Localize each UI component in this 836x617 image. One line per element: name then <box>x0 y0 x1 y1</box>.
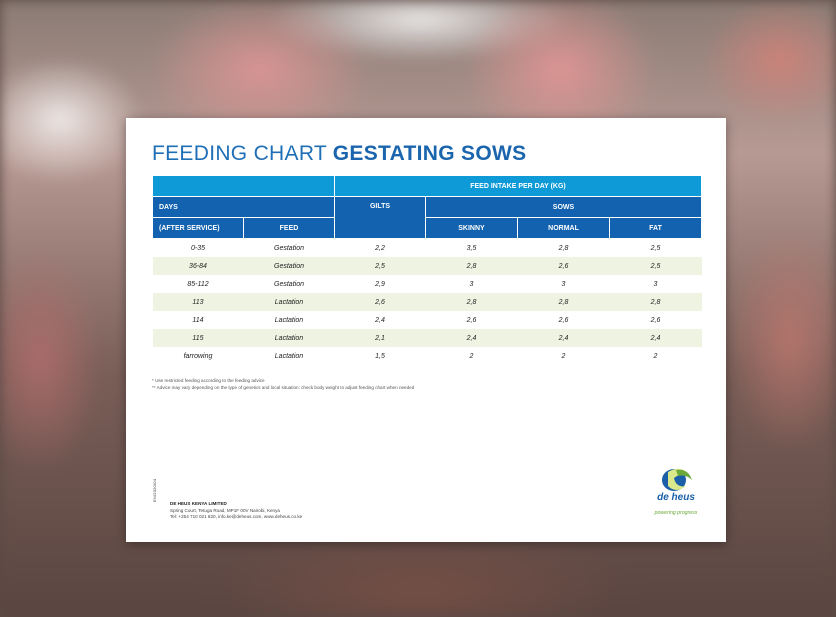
table-row: 115 Lactation 2,1 2,4 2,4 2,4 <box>152 329 702 347</box>
cell-skinny: 2,8 <box>425 257 518 275</box>
cell-feed: Gestation <box>243 275 335 293</box>
cell-feed: Lactation <box>243 293 335 311</box>
cell-days: 0-35 <box>152 238 244 257</box>
cell-feed: Gestation <box>243 238 335 257</box>
feeding-chart-sheet: FEEDING CHART GESTATING SOWS FEED INTAKE… <box>126 118 726 542</box>
company-contact: Tel: +254 710 021 820, info.ke@deheus.co… <box>170 514 303 519</box>
header-fat: FAT <box>609 217 702 239</box>
header-feed-intake: FEED INTAKE PER DAY (KG) <box>334 175 702 197</box>
table-row: 114 Lactation 2,4 2,6 2,6 2,6 <box>152 311 702 329</box>
cell-days: 113 <box>152 293 244 311</box>
cell-normal: 2 <box>517 347 610 365</box>
cell-days: 36-84 <box>152 257 244 275</box>
table-row: 36-84 Gestation 2,5 2,8 2,6 2,5 <box>152 257 702 275</box>
cell-normal: 2,6 <box>517 311 610 329</box>
cell-gilts: 2,2 <box>334 238 426 257</box>
cell-fat: 3 <box>609 275 702 293</box>
cell-gilts: 1,5 <box>334 347 426 365</box>
cell-fat: 2,6 <box>609 311 702 329</box>
feeding-table: FEED INTAKE PER DAY (KG) DAYS GILTS SOWS… <box>152 175 702 365</box>
cell-skinny: 3 <box>425 275 518 293</box>
cell-days: farrowing <box>152 347 244 365</box>
cell-fat: 2,4 <box>609 329 702 347</box>
cell-skinny: 2,6 <box>425 311 518 329</box>
table-row: 85-112 Gestation 2,9 3 3 3 <box>152 275 702 293</box>
footnote: * Use restricted feeding according to th… <box>152 378 265 383</box>
cell-skinny: 2,4 <box>425 329 518 347</box>
header-sows: SOWS <box>425 196 702 218</box>
cell-fat: 2,5 <box>609 257 702 275</box>
cell-gilts: 2,9 <box>334 275 426 293</box>
cell-normal: 2,8 <box>517 293 610 311</box>
cell-fat: 2,5 <box>609 238 702 257</box>
cell-fat: 2 <box>609 347 702 365</box>
cell-gilts: 2,1 <box>334 329 426 347</box>
cell-skinny: 2 <box>425 347 518 365</box>
header-blank <box>152 175 335 197</box>
logo-tagline: powering progress <box>654 510 698 516</box>
cell-gilts: 2,4 <box>334 311 426 329</box>
page-title: FEEDING CHART GESTATING SOWS <box>152 142 526 166</box>
logo-emblem-icon <box>662 468 692 491</box>
cell-feed: Gestation <box>243 257 335 275</box>
header-skinny: SKINNY <box>425 217 518 239</box>
header-gilts: GILTS <box>334 196 426 239</box>
cell-days: 114 <box>152 311 244 329</box>
header-normal: NORMAL <box>517 217 610 239</box>
cell-skinny: 2,8 <box>425 293 518 311</box>
cell-normal: 2,4 <box>517 329 610 347</box>
table-row: farrowing Lactation 1,5 2 2 2 <box>152 347 702 365</box>
title-bold: GESTATING SOWS <box>332 142 527 165</box>
header-days: DAYS <box>152 196 335 218</box>
title-regular: FEEDING CHART <box>152 142 333 165</box>
cell-fat: 2,8 <box>609 293 702 311</box>
de-heus-logo: de heus powering progress <box>646 466 706 522</box>
cell-skinny: 3,5 <box>425 238 518 257</box>
company-address: Spring Court, Tetuga Road, MP1F 00V Nair… <box>170 507 280 513</box>
table-row: 113 Lactation 2,6 2,8 2,8 2,8 <box>152 293 702 311</box>
footnote: ** Advice may vary depending on the type… <box>152 384 415 390</box>
cell-normal: 2,8 <box>517 238 610 257</box>
table-row: 0-35 Gestation 2,2 3,5 2,8 2,5 <box>152 238 702 257</box>
header-after-service: (AFTER SERVICE) <box>152 217 244 239</box>
cell-days: 85-112 <box>152 275 244 293</box>
cell-normal: 2,6 <box>517 257 610 275</box>
document-code: EN/2020/04 <box>152 478 157 502</box>
company-info: DE HEUS KENYA LIMITED Spring Court, Tetu… <box>170 501 302 521</box>
cell-feed: Lactation <box>243 347 335 365</box>
logo-brand: de heus <box>657 492 695 503</box>
company-name: DE HEUS KENYA LIMITED <box>170 501 227 506</box>
cell-normal: 3 <box>517 275 610 293</box>
cell-gilts: 2,6 <box>334 293 426 311</box>
cell-feed: Lactation <box>243 329 335 347</box>
cell-days: 115 <box>152 329 244 347</box>
cell-feed: Lactation <box>243 311 335 329</box>
footnotes: * Use restricted feeding according to th… <box>152 378 414 391</box>
header-feed: FEED <box>243 217 335 239</box>
cell-gilts: 2,5 <box>334 257 426 275</box>
